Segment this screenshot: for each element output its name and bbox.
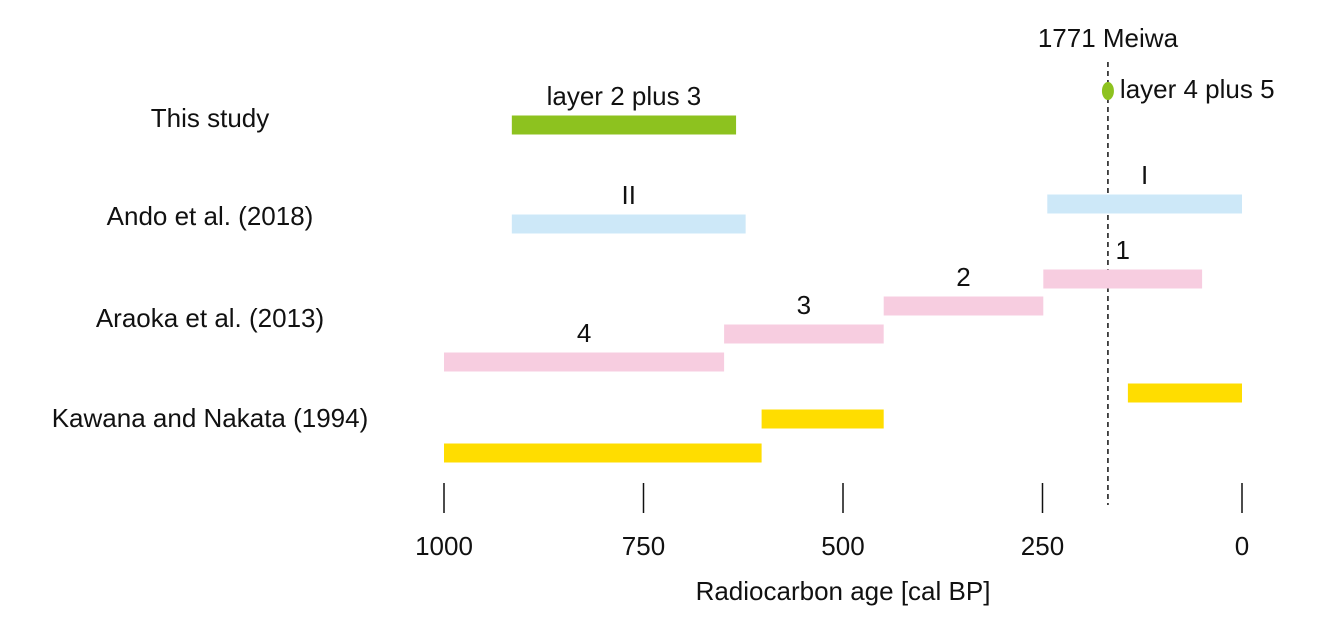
bar-label: layer 2 plus 3: [547, 81, 702, 111]
group-label: Araoka et al. (2013): [96, 303, 324, 333]
point: [1101, 82, 1114, 100]
range-bar: [761, 409, 884, 429]
range-bar: [444, 352, 725, 372]
range-bar: [1047, 194, 1242, 214]
range-bar: [883, 296, 1044, 316]
bar-label: 4: [577, 318, 591, 348]
reference-label: 1771 Meiwa: [1038, 23, 1179, 53]
x-tick-label: 1000: [415, 531, 473, 561]
x-tick-label: 500: [821, 531, 864, 561]
x-tick-label: 250: [1021, 531, 1064, 561]
bar-label: 1: [1115, 235, 1129, 265]
x-tick-label: 0: [1235, 531, 1249, 561]
x-tick-label: 750: [622, 531, 665, 561]
bar-label: 2: [956, 262, 970, 292]
range-bar: [1127, 383, 1242, 403]
range-bar: [511, 214, 746, 234]
bar-label: I: [1141, 160, 1148, 190]
range-bar: [511, 115, 737, 135]
group-label: Kawana and Nakata (1994): [52, 403, 369, 433]
bar-label: II: [622, 180, 636, 210]
range-bar: [1043, 269, 1203, 289]
point-label: layer 4 plus 5: [1120, 74, 1275, 104]
range-bar: [724, 324, 884, 344]
x-axis-label: Radiocarbon age [cal BP]: [696, 576, 991, 606]
group-label: This study: [151, 103, 270, 133]
range-bar: [444, 443, 762, 463]
bar-label: 3: [797, 290, 811, 320]
group-label: Ando et al. (2018): [107, 201, 314, 231]
